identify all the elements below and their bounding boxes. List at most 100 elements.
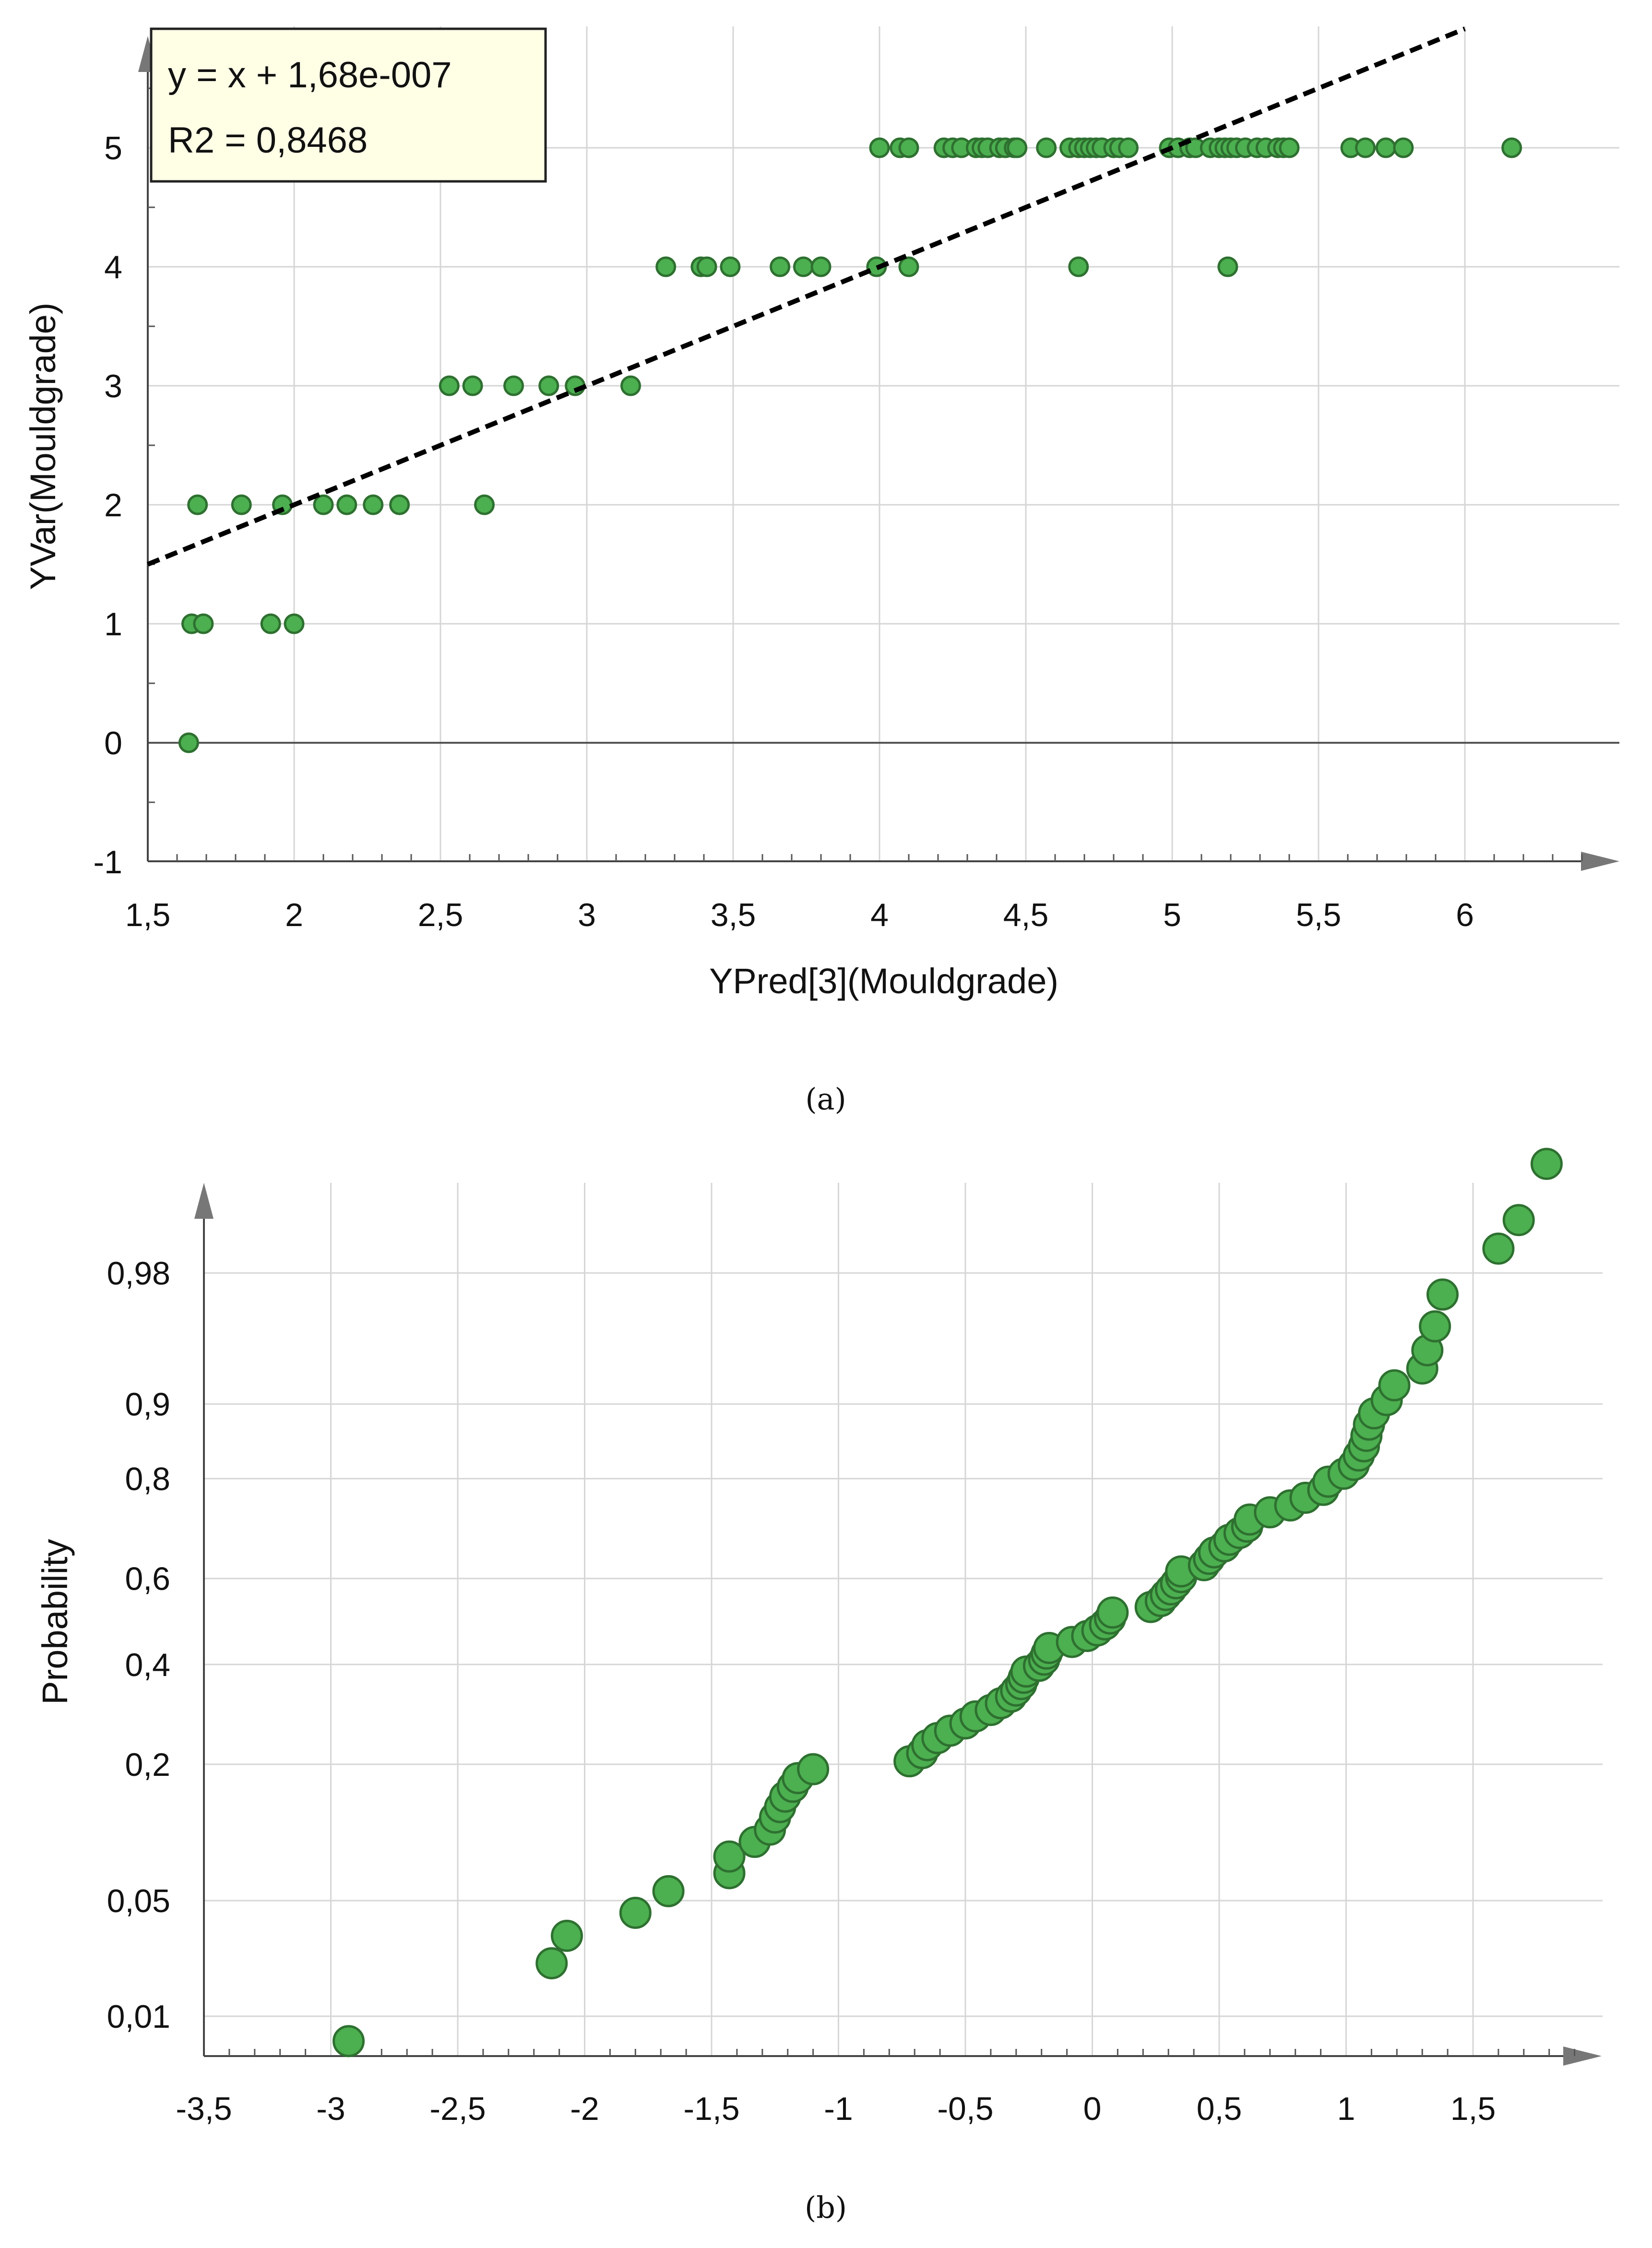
panel-a-scatter-chart: 1,5 2 2,5 3 3,5 4 4,5 5 5,5 6 -1 0 1 2 3 4 5 y = x + 1,… (23, 26, 1619, 1117)
panel-b-caption-text: (b) (805, 2190, 847, 2225)
panel-a-caption: (a) (805, 1082, 846, 1117)
panel-a-point (231, 494, 252, 515)
panel-b-y-tick-label: 0,05 (107, 1883, 170, 1919)
panel-a-point (363, 494, 384, 515)
panel-b-axes (194, 1183, 1602, 2066)
panel-a-point (720, 256, 741, 277)
panel-a-x-tick-label: 4 (870, 897, 889, 933)
panel-a-point (1375, 137, 1396, 158)
panel-b-point (1482, 1232, 1515, 1265)
panel-b-probability-plot: -3,5 -3 -2,5 -2 -1,5 -1 -0,5 0 0,5 1 1,5 0,010,050… (35, 1148, 1603, 2225)
panel-a-point (260, 613, 281, 634)
panel-b-point (1378, 1369, 1411, 1402)
panel-b-point (652, 1875, 685, 1907)
panel-a-legend-equation: y = x + 1,68e-007 (168, 55, 452, 95)
panel-b-x-tick-label: 0,5 (1197, 2091, 1242, 2127)
panel-a-y-tick-labels: -1 0 1 2 3 4 5 (94, 130, 122, 880)
panel-a-point (1393, 137, 1414, 158)
panel-a-legend-box (150, 27, 547, 183)
panel-a-point (1118, 137, 1139, 158)
panel-a-point (1355, 137, 1376, 158)
panel-b-y-tick-label: 0,9 (125, 1386, 170, 1423)
panel-a-point (793, 256, 814, 277)
panel-a-point (655, 256, 677, 277)
panel-a-point (389, 494, 410, 515)
panel-a-point (898, 137, 919, 158)
panel-a-point (1501, 137, 1522, 158)
panel-a-point (1068, 256, 1089, 277)
panel-a-point (462, 375, 483, 396)
panel-b-y-tick-label: 0,8 (125, 1461, 170, 1498)
panel-a-point (336, 494, 357, 515)
panel-a-legend: y = x + 1,68e-007 R2 = 0,8468 (150, 27, 547, 183)
panel-a-x-tick-label: 6 (1456, 897, 1474, 933)
panel-b-y-tick-labels: 0,01 0,05 0,2 0,4 0,6 0,8 0,9 0,98 (107, 1255, 170, 2035)
panel-a-x-tick-label: 5,5 (1296, 897, 1342, 933)
panel-b-x-tick-label: 1,5 (1450, 2091, 1496, 2127)
panel-a-point (770, 256, 791, 277)
panel-b-point (1419, 1310, 1451, 1343)
panel-b-point (619, 1896, 652, 1929)
panel-a-x-tick-label: 3,5 (711, 897, 756, 933)
panel-a-x-axis-title: YPred[3](Mouldgrade) (709, 961, 1058, 1001)
panel-b-x-tick-label: -3 (316, 2091, 345, 2127)
panel-a-x-tick-label: 5 (1163, 897, 1181, 933)
panel-a-point (620, 375, 641, 396)
panel-b-y-tick-label: 0,4 (125, 1647, 170, 1683)
panel-b-point (333, 2025, 365, 2058)
panel-a-x-tick-labels: 1,5 2 2,5 3 3,5 4 4,5 5 5,5 6 (125, 897, 1474, 933)
panel-a-data-points (178, 137, 1522, 753)
panel-a-point (898, 256, 919, 277)
panel-a-point (193, 613, 214, 634)
panel-b-y-tick-label: 0,2 (125, 1747, 170, 1783)
panel-a-point (313, 494, 334, 515)
panel-a-x-tick-label: 2,5 (418, 897, 464, 933)
panel-a-point (474, 494, 495, 515)
panel-a-point (696, 256, 717, 277)
panel-a-point (1007, 137, 1028, 158)
panel-a-point (1036, 137, 1057, 158)
panel-b-point (713, 1840, 746, 1873)
panel-b-gridlines (204, 1183, 1603, 2056)
panel-a-point (538, 375, 559, 396)
panel-a-y-tick-label: 5 (104, 130, 122, 167)
panel-a-x-tick-label: 4,5 (1003, 897, 1049, 933)
panel-a-y-axis-title: YVar(Mouldgrade) (23, 302, 63, 590)
panel-a-point (284, 613, 305, 634)
panel-b-x-tick-label: -3,5 (176, 2091, 232, 2127)
panel-a-point (810, 256, 832, 277)
panel-b-point (797, 1753, 830, 1785)
panel-b-point (1530, 1148, 1563, 1180)
panel-a-fit-line (147, 26, 1466, 567)
panel-a-point (178, 732, 199, 753)
panel-b-point (1096, 1596, 1129, 1629)
panel-a-caption-text: (a) (805, 1082, 846, 1117)
panel-a-y-tick-label: 0 (104, 725, 122, 761)
panel-a-point (869, 137, 890, 158)
panel-b-x-tick-labels: -3,5 -3 -2,5 -2 -1,5 -1 -0,5 0 0,5 1 1,5 (176, 2091, 1496, 2127)
panel-a-x-tick-label: 3 (578, 897, 596, 933)
panel-a-x-tick-label: 2 (285, 897, 303, 933)
panel-b-x-tick-label: 0 (1083, 2091, 1102, 2127)
panel-b-y-axis-arrow (194, 1183, 214, 1219)
panel-b-x-tick-label: -0,5 (937, 2091, 993, 2127)
panel-a-x-tick-label: 1,5 (125, 897, 171, 933)
panel-a-legend-r2: R2 = 0,8468 (168, 120, 368, 161)
panel-b-minor-ticks (228, 2049, 1576, 2056)
panel-b-x-tick-label: 1 (1337, 2091, 1355, 2127)
panel-a-y-tick-label: 2 (104, 487, 122, 523)
panel-b-x-tick-label: -1 (824, 2091, 853, 2127)
panel-a-y-tick-label: 1 (104, 606, 122, 642)
panel-a-minor-ticks (148, 87, 1583, 861)
panel-a-x-axis-arrow (1581, 852, 1619, 871)
panel-b-x-tick-label: -2 (570, 2091, 599, 2127)
panel-b-data-points (333, 1148, 1563, 2058)
panel-a-point (503, 375, 524, 396)
panel-b-point (1502, 1204, 1535, 1237)
panel-b-y-tick-label: 0,01 (107, 1998, 170, 2035)
panel-b-y-tick-label: 0,6 (125, 1561, 170, 1597)
panel-a-y-tick-label: -1 (94, 844, 122, 880)
panel-a-point (1217, 256, 1238, 277)
panel-b-y-axis-title: Probability (35, 1539, 75, 1705)
